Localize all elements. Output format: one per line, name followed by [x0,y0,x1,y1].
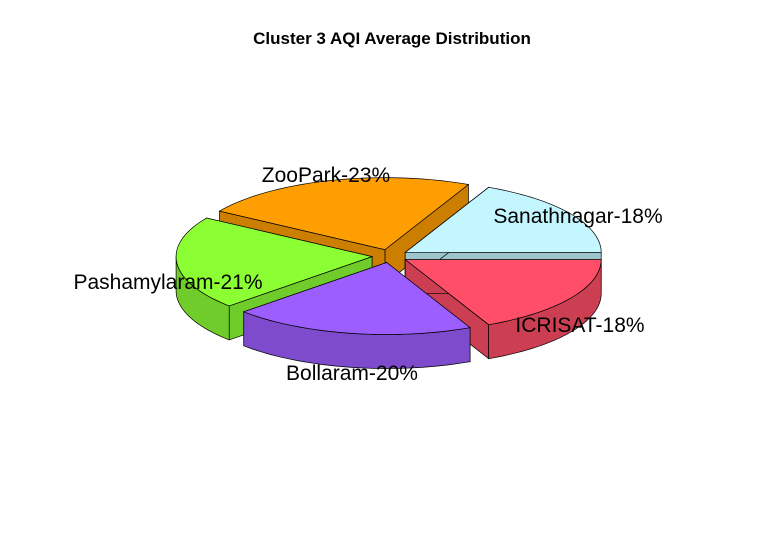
slice-label-icrisat: ICRISAT-18% [515,314,644,337]
slice-label-zoopark: ZooPark-23% [262,164,390,187]
slice-sanathnagar [404,186,602,253]
chart-title: Cluster 3 AQI Average Distribution [253,29,531,48]
slice-tops [175,177,602,335]
slice-bollaram [242,262,471,335]
slice-zoopark [218,177,470,251]
slice-label-bollaram: Bollaram-20% [286,362,418,385]
slice-pashamylaram [175,217,374,307]
slice-label-pashamylaram: Pashamylaram-21% [73,271,262,294]
slice-label-sanathnagar: Sanathnagar-18% [493,205,662,228]
slice-icrisat [404,259,602,326]
